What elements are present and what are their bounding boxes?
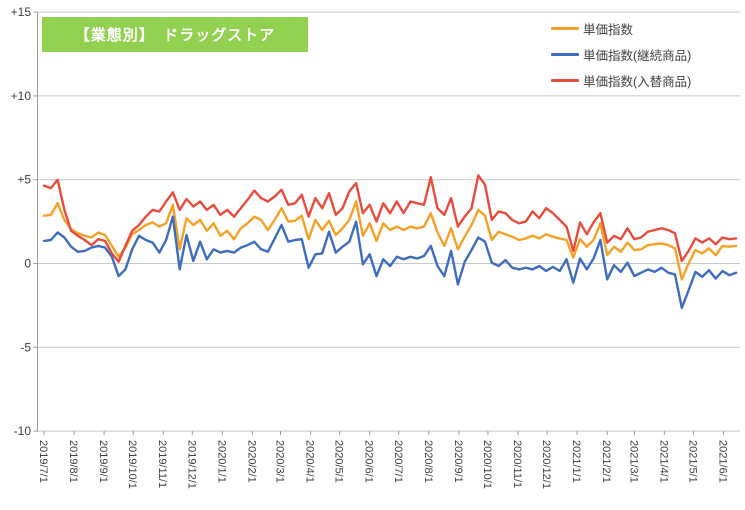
x-axis: 2019/7/1 2019/8/1 2019/9/1 2019/10/1 2019/11… [37, 431, 729, 489]
x-tick-label: 2021/5/1 [686, 440, 698, 483]
legend-swatch-red [551, 78, 579, 82]
x-tick-label: 2021/6/1 [717, 440, 729, 483]
legend-label: 単価指数(継続商品) [583, 48, 692, 63]
legend-label: 単価指数(入替商品) [583, 74, 692, 89]
series-line-orange [42, 200, 738, 281]
x-tick-label: 2020/4/1 [304, 440, 316, 483]
x-tick-label: 2019/11/1 [156, 440, 168, 488]
legend-swatch-blue [551, 52, 579, 56]
x-tick-label: 2019/12/1 [185, 440, 197, 489]
series-line-red [42, 174, 738, 263]
x-tick-label: 2019/8/1 [67, 440, 79, 483]
legend-item: 単価指数(入替商品) [551, 73, 692, 89]
x-tick-label: 2020/10/1 [481, 440, 493, 489]
y-tick-label: -5 [20, 340, 31, 354]
series-line-blue [42, 215, 738, 310]
x-tick-label: 2020/11/1 [511, 440, 523, 488]
x-tick-label: 2021/1/1 [570, 440, 582, 483]
x-tick-label: 2020/7/1 [392, 440, 404, 483]
x-tick-label: 2021/3/1 [627, 440, 639, 483]
x-tick-label: 2020/6/1 [363, 440, 375, 483]
x-tick-label: 2020/5/1 [333, 440, 345, 483]
y-tick-label: +10 [11, 89, 32, 103]
y-tick-label: +15 [11, 5, 32, 19]
x-tick-label: 2020/9/1 [452, 440, 464, 483]
gridlines: +15 +10 +5 0 -5 -10 [11, 5, 740, 438]
x-tick-label: 2020/12/1 [540, 440, 552, 489]
chart-title: 【業態別】 ドラッグストア [74, 27, 276, 44]
legend-item: 単価指数(継続商品) [551, 47, 692, 63]
x-tick-label: 2019/7/1 [37, 440, 49, 483]
legend-label: 単価指数 [583, 22, 634, 37]
y-tick-label: -10 [14, 424, 32, 438]
x-tick-label: 2021/4/1 [657, 440, 669, 483]
chart-title-box: 【業態別】 ドラッグストア [42, 17, 308, 52]
x-tick-label: 2020/8/1 [422, 440, 434, 483]
legend-swatch-orange [551, 26, 579, 30]
x-tick-label: 2020/2/1 [245, 440, 257, 483]
y-tick-label: +5 [17, 173, 31, 187]
x-tick-label: 2020/1/1 [215, 440, 227, 483]
x-tick-label: 2019/9/1 [97, 440, 109, 483]
x-tick-label: 2020/3/1 [274, 440, 286, 483]
legend-item: 単価指数 [551, 21, 691, 37]
y-tick-label: 0 [24, 257, 31, 271]
chart-legend: 単価指数 単価指数(継続商品) 単価指数(入替商品) [551, 21, 691, 99]
x-tick-label: 2021/2/1 [600, 440, 612, 483]
x-tick-label: 2019/10/1 [126, 440, 138, 489]
